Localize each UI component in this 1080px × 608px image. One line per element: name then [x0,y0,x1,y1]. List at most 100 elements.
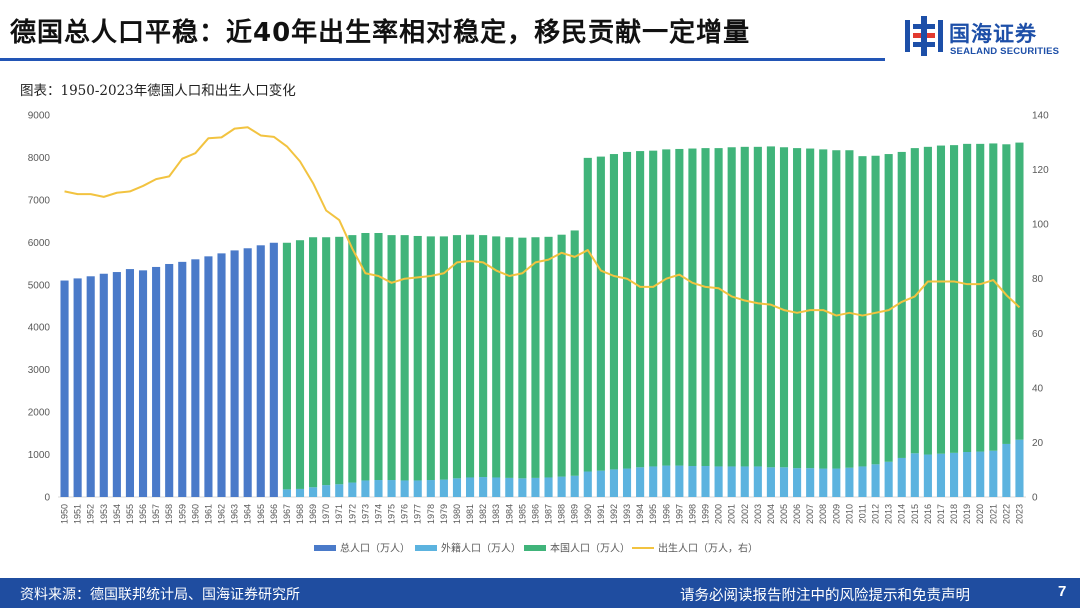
population-chart: 0 1000 2000 3000 4000 5000 6000 7000 8000 9000 0 20… [28,111,1049,555]
x-tick-label: 2017 [936,504,946,524]
bar-native-population [976,143,985,452]
bar-total-population [60,280,69,497]
x-tick-label: 2009 [831,504,841,524]
bar-native-population [871,155,880,465]
x-tick-label: 1979 [439,504,449,524]
bar-native-population [949,145,959,453]
figure-caption: 图表：1950-2023年德国人口和出生人口变化 [20,83,296,99]
bar-foreign-population [309,487,318,497]
disclaimer: 请务必阅读报告附注中的风险提示和免责声明 [680,588,970,604]
bar-foreign-population [832,468,841,497]
x-tick-label: 2023 [1014,504,1024,524]
bar-native-population [479,235,488,478]
y-tick-label: 1000 [28,450,51,461]
bar-native-population [688,148,697,467]
bar-foreign-population [871,464,880,497]
bar-native-population [884,154,893,462]
bar-foreign-population [923,454,932,497]
bar-total-population [178,261,187,497]
bar-native-population [322,237,331,486]
bar-native-population [570,230,579,476]
x-tick-label: 1973 [360,504,370,524]
bar-native-population [897,151,906,458]
bar-native-population [701,148,710,467]
bar-native-population [309,237,318,488]
x-tick-label: 1964 [243,504,253,524]
x-tick-label: 2003 [753,504,763,524]
bar-native-population [374,232,383,481]
bar-foreign-population [636,467,645,497]
bar-native-population [740,146,749,467]
bar-foreign-population [557,476,566,497]
bar-foreign-population [531,477,540,497]
y-tick-label: 5000 [28,280,51,291]
bar-foreign-population [714,466,723,497]
y2-tick-label: 40 [1032,383,1044,394]
x-tick-label: 1992 [609,504,619,524]
bar-native-population [727,147,736,467]
x-tick-label: 1968 [295,504,305,524]
bar-native-population [675,148,684,466]
bar-native-population [766,146,775,468]
bar-foreign-population [740,466,749,497]
bar-foreign-population [936,453,946,497]
x-tick-label: 1984 [504,504,514,524]
y-tick-label: 7000 [28,195,51,206]
y2-tick-label: 0 [1032,493,1038,504]
x-tick-label: 1950 [60,504,70,524]
bar-native-population [793,148,802,469]
legend-swatch-0 [314,545,336,551]
bar-foreign-population [465,477,475,497]
bar-foreign-population [361,480,370,497]
y2-tick-label: 20 [1032,438,1044,449]
bar-total-population [204,256,213,497]
bar-native-population [910,148,919,454]
bar-foreign-population [413,480,422,497]
x-tick-label: 1997 [674,504,684,524]
bar-total-population [217,253,226,497]
bar-foreign-population [544,477,553,497]
x-tick-label: 2005 [779,504,789,524]
bar-native-population [609,154,619,470]
x-tick-label: 2002 [740,504,750,524]
bar-foreign-population [1015,439,1024,497]
x-tick-label: 1975 [387,504,397,524]
data-source: 资料来源：德国联邦统计局、国海证券研究所 [20,587,300,603]
bar-foreign-population [1002,443,1011,497]
x-tick-label: 1972 [347,504,357,524]
x-tick-label: 1985 [517,504,527,524]
x-tick-label: 1989 [570,504,580,524]
x-tick-label: 2015 [910,504,920,524]
x-tick-label: 2021 [988,504,998,524]
bar-foreign-population [884,461,893,497]
legend-swatch-1 [415,545,437,551]
bar-total-population [125,269,135,497]
bar-foreign-population [596,470,605,497]
bar-foreign-population [688,466,697,497]
header-divider [0,58,885,61]
bar-foreign-population [793,468,802,497]
x-tick-label: 2008 [818,504,828,524]
x-tick-label: 1999 [701,504,711,524]
bar-total-population [165,263,174,497]
x-tick-label: 1961 [203,504,213,524]
x-tick-label: 1988 [557,504,567,524]
x-tick-label: 1970 [321,504,331,524]
bar-foreign-population [439,479,448,497]
bar-total-population [152,266,161,497]
bar-foreign-population [949,452,959,497]
bar-native-population [832,150,841,469]
bar-foreign-population [583,471,592,497]
bar-native-population [531,237,540,478]
x-tick-label: 2010 [844,504,854,524]
bar-native-population [518,237,527,479]
x-tick-label: 1966 [269,504,279,524]
x-tick-label: 2022 [1001,504,1011,524]
bar-native-population [753,146,762,467]
x-tick-label: 1956 [138,504,148,524]
page-title: 德国总人口平稳：近40年出生率相对稳定，移民贡献一定增量 [10,18,751,48]
bar-native-population [622,151,632,469]
births-line [64,126,1021,317]
bar-total-population [230,250,239,497]
bar-native-population [583,157,592,472]
